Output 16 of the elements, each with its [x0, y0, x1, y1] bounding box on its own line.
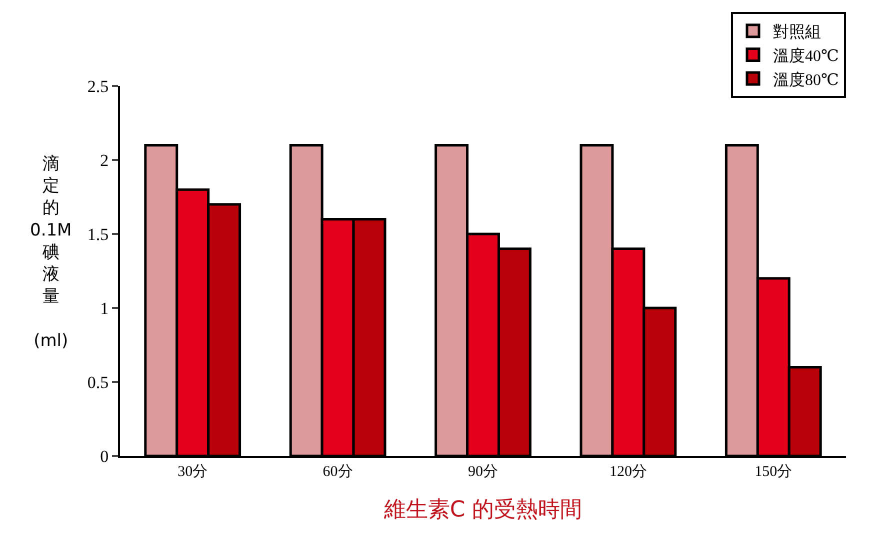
- legend-label: 對照組: [773, 23, 821, 42]
- y-tick-label: 2.5: [87, 76, 109, 96]
- y-tick-label: 0.5: [87, 372, 109, 392]
- x-tick-label: 60分: [322, 463, 353, 480]
- y-tick-label: 2: [100, 150, 109, 170]
- y-tick-label: 1.5: [87, 224, 109, 244]
- x-axis-title: 維生素C 的受熱時間: [382, 497, 582, 522]
- x-tick-label: 30分: [178, 463, 208, 480]
- y-tick-label: 1: [100, 298, 109, 318]
- legend-label: 溫度80℃: [773, 70, 839, 89]
- text: 滴定的0.1M碘液量 (ml): [30, 154, 72, 351]
- x-tick-label: 90分: [468, 463, 498, 480]
- legend-label: 溫度40℃: [773, 46, 839, 65]
- x-tick-label: 150分: [754, 463, 792, 480]
- y-tick-label: 0: [100, 446, 109, 466]
- x-tick-label: 120分: [609, 463, 647, 480]
